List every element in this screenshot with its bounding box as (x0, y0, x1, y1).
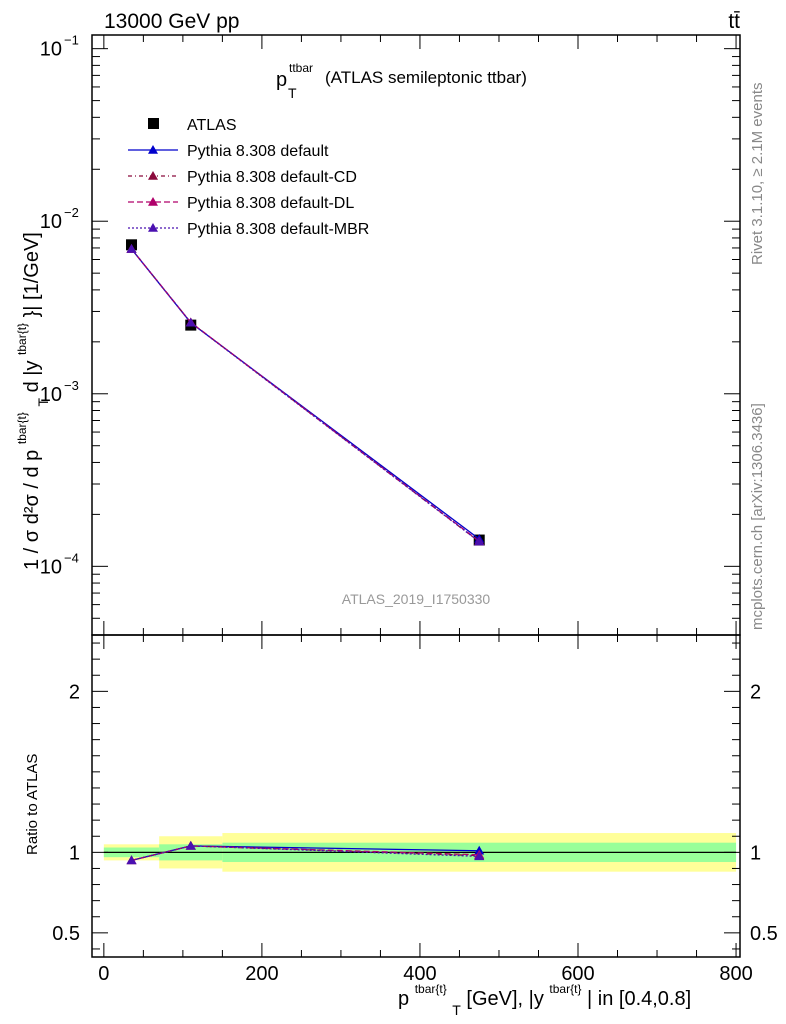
legend-marker (148, 197, 158, 206)
series-line (131, 248, 480, 540)
legend-label: Pythia 8.308 default-MBR (187, 221, 369, 238)
legend-marker (148, 145, 158, 154)
series-marker (185, 317, 196, 327)
legend-label: Pythia 8.308 default-CD (187, 169, 357, 186)
xlabel-mid: [GeV], |y (466, 988, 543, 1010)
legend-marker (148, 223, 158, 232)
y-tick-label: 10 (40, 39, 62, 61)
y-tick-label: 10 (40, 384, 62, 406)
ylabel-sub: T (35, 398, 51, 407)
x-tick-label: 800 (719, 963, 752, 985)
ratio-tick-label-right: 2 (750, 681, 761, 703)
ratio-marks (126, 840, 485, 865)
xlabel-sup1: tbar{t} (415, 982, 447, 996)
analysis-label: ATLAS_2019_I1750330 (342, 591, 491, 607)
ratio-tick-label: 1 (69, 842, 80, 864)
ratio-y-label: Ratio to ATLAS (24, 754, 41, 855)
legend-marker-data (148, 118, 159, 129)
ylabel-sup2: tbar{t} (15, 323, 29, 355)
ratio-marker (185, 840, 196, 850)
y-tick-exponent: −1 (64, 33, 79, 48)
y-tick-exponent: −4 (64, 550, 79, 565)
x-tick-label: 600 (561, 963, 594, 985)
header-left: 13000 GeV pp (104, 10, 239, 33)
x-axis-label: p tbar{t} T [GeV], |y tbar{t} | in [0.4,… (398, 976, 691, 1020)
series-line (131, 248, 480, 543)
rivet-label: Rivet 3.1.10, ≥ 2.1M events (749, 83, 766, 266)
legend-label: Pythia 8.308 default-DL (187, 195, 354, 212)
xlabel-main: p (398, 988, 409, 1010)
ratio-frame (91, 634, 741, 958)
series-line (131, 248, 480, 543)
series-marker (126, 244, 137, 253)
title-rest: (ATLAS semileptonic ttbar) (325, 68, 527, 87)
y-tick-exponent: −3 (64, 378, 79, 393)
xlabel-end: | in [0.4,0.8] (587, 988, 691, 1010)
x-tick-label: 0 (98, 963, 109, 985)
legend-marker (148, 171, 158, 180)
title-main: p (276, 69, 287, 91)
svg-text:1 / σ d²σ / d p tbar{t}: 1 / σ d²σ / d p tbar{t} T d |y tbar{t} }… (9, 232, 53, 570)
y-axis-label: 1 / σ d²σ / d p tbar{t} T d |y tbar{t} }… (9, 232, 53, 570)
ratio-marker (474, 851, 485, 861)
y-tick-exponent: −2 (64, 205, 79, 220)
ratio-tick-label: 0.5 (52, 923, 80, 945)
legend-label: ATLAS (187, 117, 237, 134)
main-marks (126, 239, 485, 546)
ylabel-main: 1 / σ d²σ / d p (21, 450, 43, 570)
title-sub: T (288, 85, 297, 101)
legend-label: Pythia 8.308 default (187, 143, 329, 160)
title-sup: ttbar (289, 61, 313, 75)
series-marker (474, 536, 485, 546)
xlabel-sup2: tbar{t} (549, 982, 581, 996)
ratio-tick-label-right: 1 (750, 842, 761, 864)
ratio-tick-label: 2 (69, 681, 80, 703)
x-tick-label: 200 (245, 963, 278, 985)
ratio-marker (126, 855, 137, 865)
y-tick-label: 10 (40, 211, 62, 233)
ratio-tick-label-right: 0.5 (750, 923, 778, 945)
header-right: tt̄ (728, 10, 740, 33)
xlabel-sub: T (452, 1002, 461, 1018)
y-tick-label: 10 (40, 556, 62, 578)
svg-text:p tbar{t} T: p tbar{t} T [GeV], |y tbar{t} | in [0.4,… (398, 976, 691, 1020)
ylabel-mid: d |y (21, 361, 43, 393)
plot-title: p ttbar T (ATLAS semileptonic ttbar) (276, 61, 527, 101)
mcplots-label: mcplots.cern.ch [arXiv:1306.3436] (749, 403, 766, 630)
legend: ATLAS Pythia 8.308 default Pythia 8.308 de… (128, 117, 369, 238)
x-tick-label: 400 (403, 963, 436, 985)
ylabel-sup1: tbar{t} (15, 412, 29, 444)
ylabel-end: }| [1/GeV] (21, 232, 43, 317)
series-line (131, 248, 480, 542)
